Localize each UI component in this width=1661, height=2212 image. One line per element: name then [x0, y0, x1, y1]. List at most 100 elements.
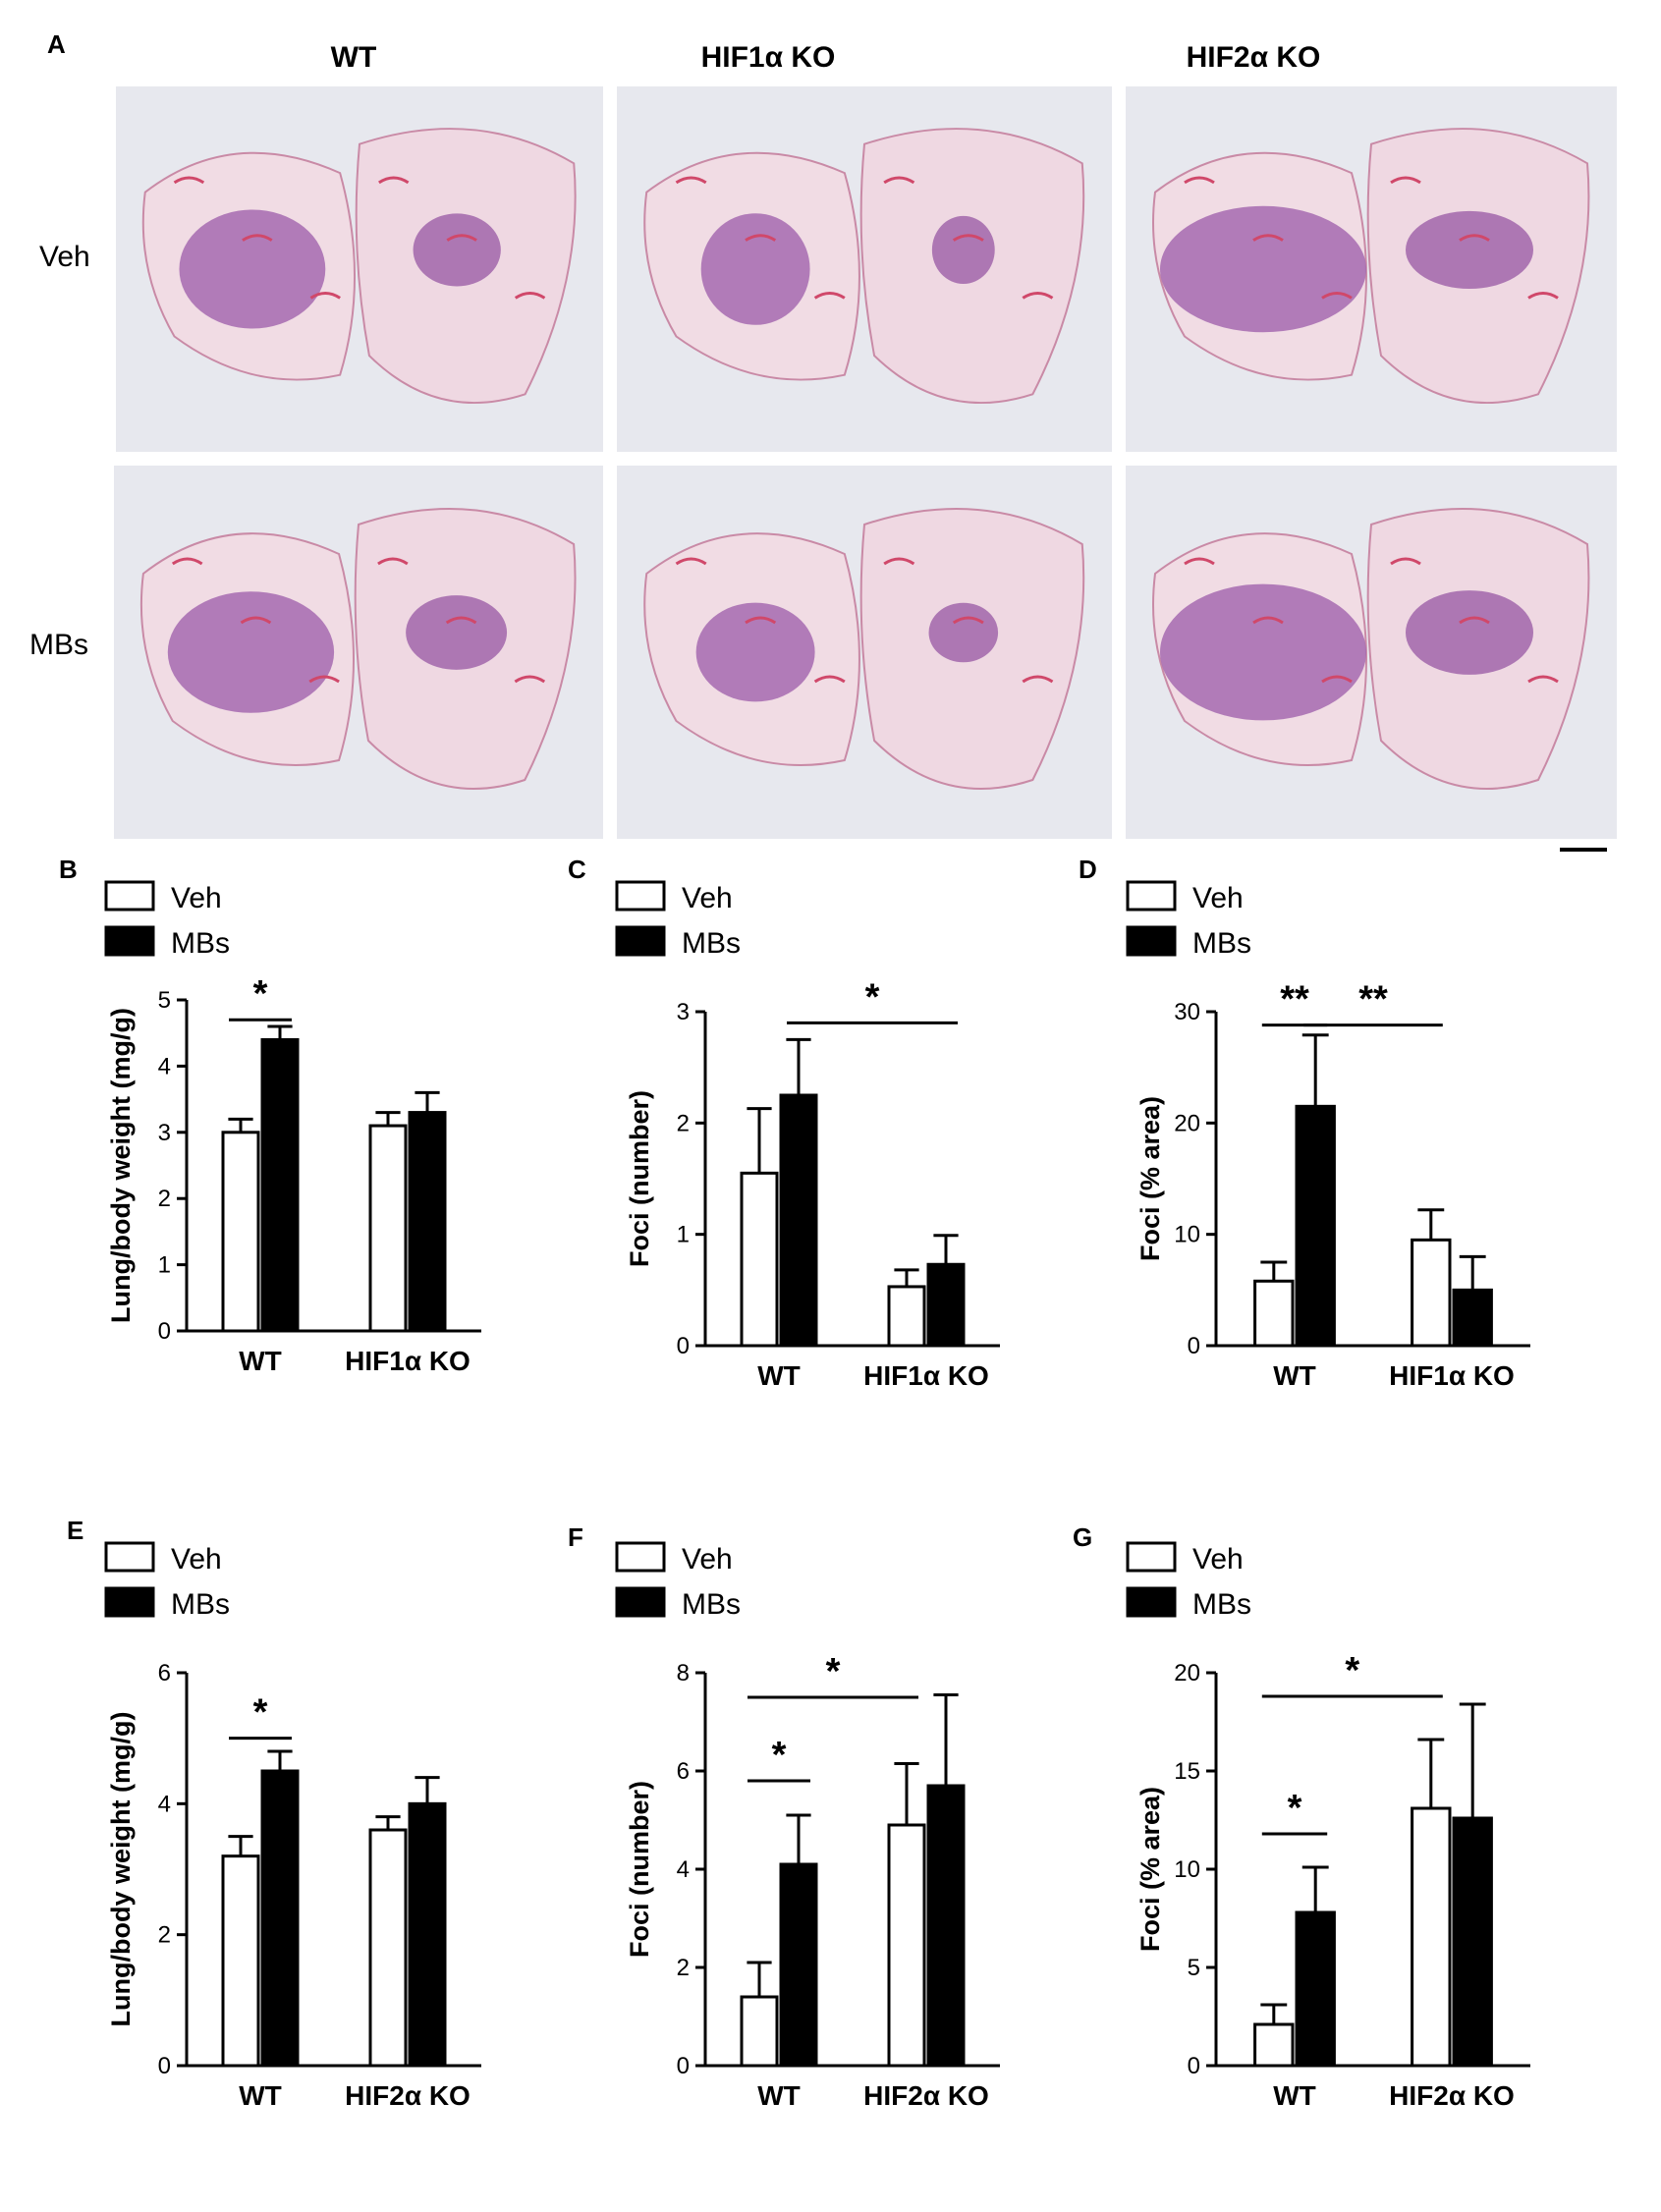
panel-letter-c: C: [568, 855, 586, 884]
y-tick-label: 6: [677, 1758, 690, 1785]
category-label: WT: [1273, 2080, 1316, 2111]
panel-letter-e: E: [67, 1516, 84, 1545]
legend-swatch-mbs: [615, 1586, 666, 1618]
legend-label-veh: Veh: [682, 882, 733, 914]
category-label: HIF2α KO: [863, 2080, 989, 2111]
legend-swatch-veh: [1126, 880, 1177, 912]
bar-mbs: [926, 1784, 966, 2068]
bar-mbs: [779, 1862, 818, 2068]
significance-marker: *: [253, 1692, 268, 1734]
legend-label-veh: Veh: [682, 1543, 733, 1576]
legend-label-veh: Veh: [1192, 882, 1244, 914]
bar-mbs: [1295, 1910, 1336, 2068]
y-tick-label: 10: [1174, 1856, 1200, 1883]
category-label: WT: [757, 1360, 801, 1391]
bar-chart-panel-c: Veh MBs 0 1 2 3 Foci (number) WT HIF1α KO *: [597, 864, 1069, 1493]
y-tick-label: 2: [158, 1186, 171, 1212]
legend-label-mbs: MBs: [1192, 1588, 1251, 1621]
bar-mbs: [260, 1037, 300, 1333]
legend-swatch-veh: [104, 1541, 155, 1573]
y-tick-label: 2: [158, 1922, 171, 1949]
legend-swatch-mbs: [615, 925, 666, 957]
bar-mbs: [408, 1111, 447, 1333]
legend-swatch-veh: [1126, 1541, 1177, 1573]
legend-swatch-mbs: [104, 925, 155, 957]
category-label: WT: [239, 2080, 282, 2111]
bar-mbs: [926, 1262, 966, 1348]
y-axis-label: Lung/body weight (mg/g): [106, 1008, 136, 1323]
bar-veh: [368, 1828, 408, 2068]
bar-veh: [740, 1171, 779, 1348]
lung-section-image: [1126, 466, 1617, 839]
y-axis-label: Foci (number): [625, 1781, 654, 1958]
category-label: HIF1α KO: [1389, 1360, 1515, 1391]
category-label: HIF2α KO: [345, 2080, 471, 2111]
column-header-hif2a-ko: HIF2α KO: [1186, 41, 1321, 74]
y-tick-label: 10: [1174, 1222, 1200, 1248]
legend-label-veh: Veh: [171, 882, 222, 914]
legend-label-veh: Veh: [171, 1543, 222, 1576]
row-label-veh: Veh: [39, 241, 90, 273]
panel-letter-b: B: [59, 855, 78, 884]
category-label: WT: [239, 1346, 282, 1376]
bar-chart-panel-b: Veh MBs 0 1 2 3 4 5 Lung/body weight (mg/g) WT HIF…: [86, 864, 538, 1493]
y-tick-label: 8: [677, 1660, 690, 1687]
y-tick-label: 6: [158, 1660, 171, 1687]
row-label-mbs: MBs: [29, 629, 88, 661]
bar-mbs: [1295, 1104, 1336, 1348]
y-tick-label: 0: [1188, 2053, 1200, 2079]
y-axis-label: Foci (% area): [1135, 1787, 1165, 1952]
lung-section-image: [114, 466, 603, 839]
y-tick-label: 0: [677, 2053, 690, 2079]
bar-veh: [221, 1131, 260, 1333]
column-header-wt: WT: [330, 41, 377, 74]
panel-letter-a: A: [47, 29, 66, 59]
legend-label-mbs: MBs: [171, 1588, 230, 1621]
legend-swatch-mbs: [1126, 1586, 1177, 1618]
y-tick-label: 5: [158, 987, 171, 1014]
bar-veh: [1411, 1238, 1452, 1348]
significance-marker: *: [772, 1735, 787, 1776]
scale-bar: [1560, 848, 1607, 852]
legend-label-mbs: MBs: [682, 927, 741, 960]
bar-chart-panel-e: Veh MBs 0 2 4 6 Lung/body weight (mg/g) WT HIF2α…: [86, 1525, 538, 2193]
bar-veh: [1411, 1806, 1452, 2068]
y-tick-label: 3: [158, 1120, 171, 1146]
y-tick-label: 1: [158, 1252, 171, 1279]
significance-marker: *: [253, 973, 268, 1015]
category-label: WT: [1273, 1360, 1316, 1391]
y-axis-label: Foci (number): [625, 1090, 654, 1267]
y-tick-label: 3: [677, 999, 690, 1025]
y-tick-label: 0: [158, 1318, 171, 1345]
bar-veh: [221, 1854, 260, 2068]
significance-marker: **: [1280, 979, 1309, 1021]
legend-label-mbs: MBs: [1192, 927, 1251, 960]
significance-marker: *: [865, 976, 880, 1018]
legend-swatch-mbs: [104, 1586, 155, 1618]
bar-chart-panel-f: Veh MBs 0 2 4 6 8 Foci (number) WT HIF2α KO * *: [597, 1525, 1069, 2193]
y-tick-label: 20: [1174, 1110, 1200, 1136]
y-axis-label: Foci (% area): [1135, 1096, 1165, 1261]
y-axis-label: Lung/body weight (mg/g): [106, 1712, 136, 2027]
significance-marker: *: [1288, 1788, 1302, 1829]
bar-mbs: [260, 1769, 300, 2068]
legend-swatch-veh: [615, 1541, 666, 1573]
y-tick-label: 0: [677, 1333, 690, 1359]
bar-chart-panel-d: Veh MBs 0 10 20 30 Foci (% area) WT HIF1α KO ** **: [1108, 864, 1609, 1493]
lung-section-image: [617, 466, 1112, 839]
bar-mbs: [1452, 1288, 1493, 1348]
legend-swatch-veh: [615, 880, 666, 912]
legend-label-mbs: MBs: [682, 1588, 741, 1621]
y-tick-label: 1: [677, 1222, 690, 1248]
legend-label-veh: Veh: [1192, 1543, 1244, 1576]
significance-marker: *: [826, 1651, 841, 1692]
legend-swatch-mbs: [1126, 925, 1177, 957]
significance-marker: *: [1345, 1650, 1359, 1691]
y-tick-label: 4: [158, 1791, 171, 1817]
y-tick-label: 2: [677, 1955, 690, 1981]
lung-section-image: [116, 86, 603, 452]
significance-marker: **: [1358, 979, 1388, 1021]
y-tick-label: 4: [158, 1053, 171, 1079]
category-label: HIF1α KO: [345, 1346, 471, 1376]
y-tick-label: 2: [677, 1110, 690, 1136]
